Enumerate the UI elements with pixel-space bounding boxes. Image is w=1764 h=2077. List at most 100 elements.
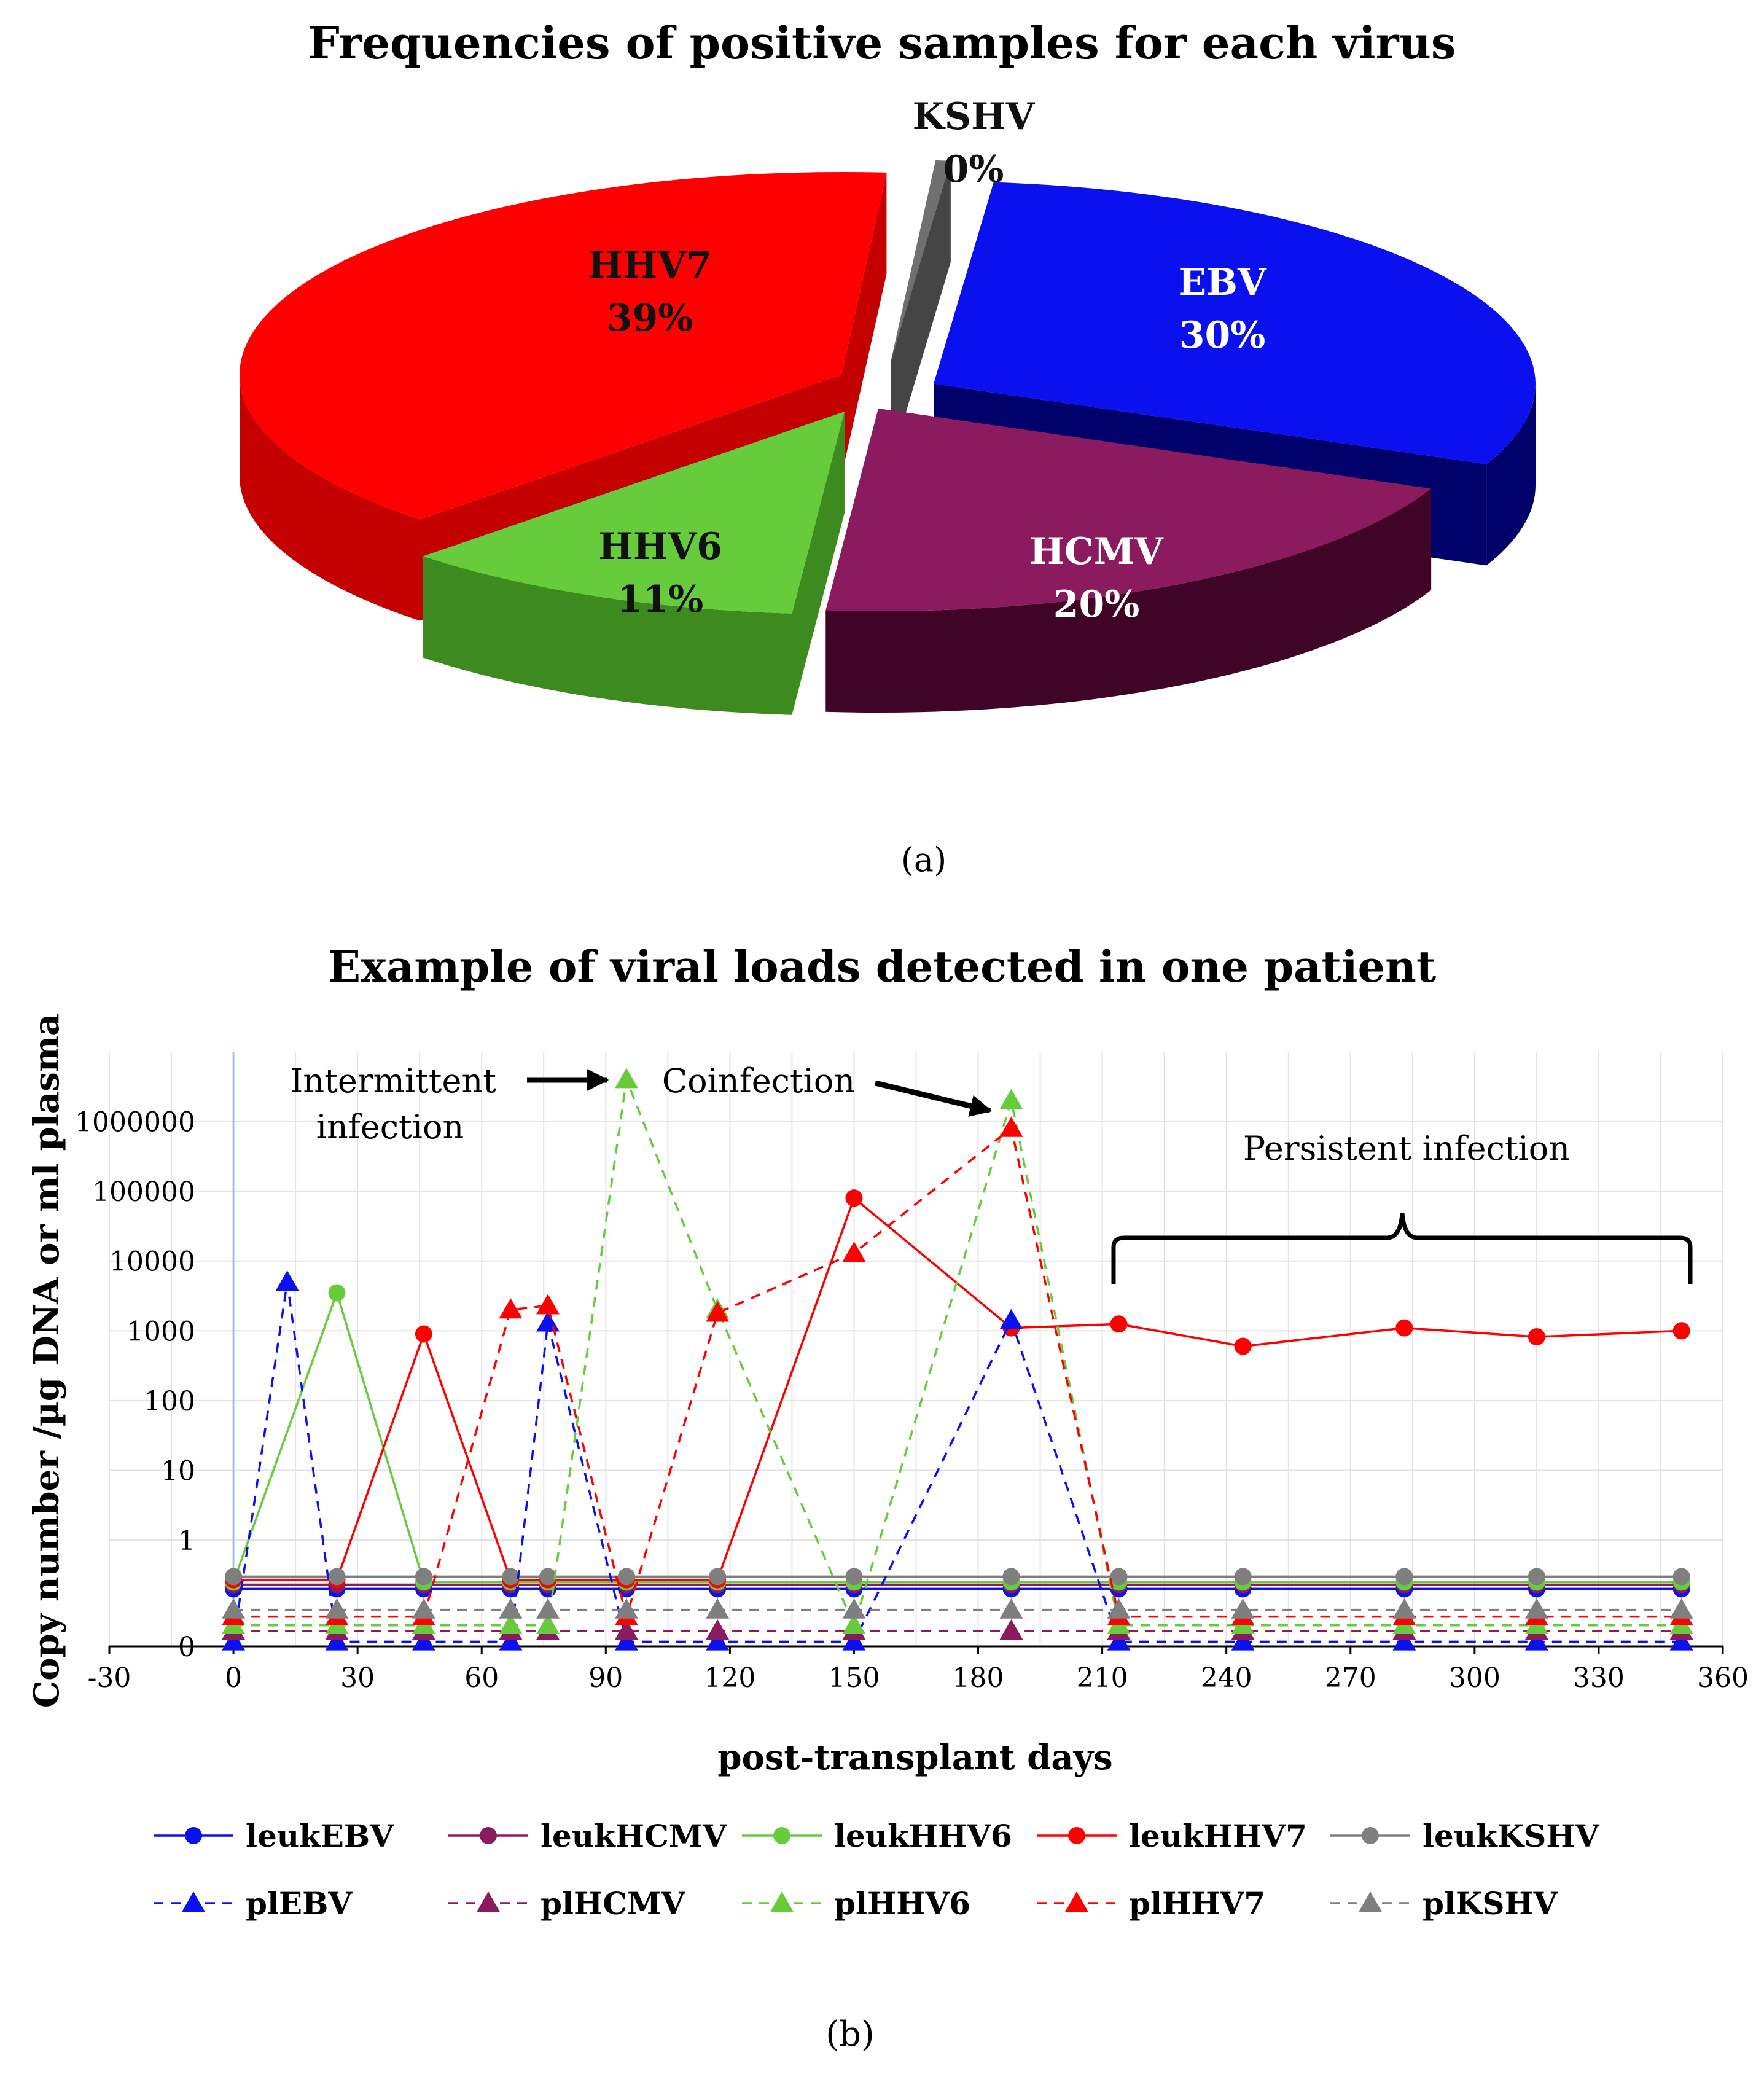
data-point-plkshv [222,1598,245,1619]
pie-label-value-ebv: 30% [1179,314,1266,357]
series-group [222,1068,1693,1651]
data-point-plkshv [1231,1598,1255,1619]
data-point-plebv [325,1630,349,1651]
data-point-plhhv7 [999,1116,1023,1137]
data-point-plebv [1107,1630,1131,1651]
x-tick-label: 120 [704,1662,755,1694]
legend-item-leukhhv7: leukHHV7 [1037,1818,1307,1854]
x-tick-label: 0 [225,1662,242,1694]
x-tick-label: -30 [88,1662,131,1694]
data-point-leukhhv6 [328,1284,346,1302]
data-point-plkshv [536,1598,560,1619]
y-tick-label: 1 [178,1525,195,1557]
y-axis-label: Copy number /µg DNA or ml plasma [26,1014,67,1708]
data-point-plhcmv [706,1619,730,1640]
data-point-plebv [222,1630,245,1651]
data-point-leukhhv7 [845,1189,863,1207]
x-tick-label: 300 [1449,1662,1501,1694]
pie-label-value-hhv6: 11% [617,578,704,621]
data-point-plhhv7 [499,1298,523,1319]
pie-title: Frequencies of positive samples for each… [308,17,1456,69]
data-point-plkshv [499,1598,523,1619]
data-point-plkshv [615,1598,638,1619]
legend-label-leukhhv6: leukHHV6 [834,1818,1012,1854]
y-tick-label: 10000 [109,1246,195,1278]
data-point-plebv [999,1308,1023,1329]
legend-item-plhhv7: plHHV7 [1037,1885,1265,1922]
legend-label-plkshv: plKSHV [1423,1885,1558,1922]
data-point-leukkshv [709,1568,727,1586]
x-tick-label: 30 [340,1662,375,1694]
data-point-plkshv [1107,1598,1131,1619]
data-point-leukkshv [617,1568,635,1586]
pie-label-name-kshv: KSHV [913,95,1036,138]
legend-item-leukkshv: leukKSHV [1330,1818,1600,1854]
data-point-leukhhv7 [1672,1322,1690,1340]
y-tick-label: 100 [144,1386,195,1417]
legend-label-plhhv6: plHHV6 [834,1885,970,1922]
data-point-leukkshv [1234,1568,1252,1586]
series-line-leukhhv6 [232,1289,1682,1584]
legend-label-plebv: plEBV [246,1885,353,1922]
data-point-plhhv6 [536,1613,560,1634]
data-point-plkshv [1392,1598,1416,1619]
data-point-plhhv7 [842,1241,866,1262]
legend: leukEBV leukHCMV leukHHV6 leukHHV7 leukKSHV p… [154,1818,1600,1922]
pie-slice-hhv6 [423,412,845,614]
data-point-leukkshv [539,1568,557,1586]
data-point-leukhhv7 [1110,1315,1128,1333]
y-tick-label: 10 [161,1455,195,1487]
series-plkshv [222,1598,1693,1619]
pie-label-name-ebv: EBV [1179,261,1267,304]
legend-label-plhhv7: plHHV7 [1129,1885,1265,1922]
data-point-plhhv6 [615,1068,638,1089]
pie-slice-edge-kshv [891,160,951,464]
legend-label-plhcmv: plHCMV [541,1885,685,1922]
data-point-leukhhv7 [1528,1328,1545,1346]
annotation-infection: infection [316,1108,464,1146]
data-point-leukkshv [502,1568,520,1586]
legend-marker-leukebv [185,1827,202,1844]
data-point-leukkshv [225,1568,243,1586]
data-point-plebv [615,1630,638,1651]
legend-label-leukhhv7: leukHHV7 [1129,1818,1307,1854]
brace-persistent [1111,1213,1693,1284]
data-point-plebv [1524,1630,1548,1651]
series-line-leukhhv7 [233,1196,1682,1581]
legend-item-leukebv: leukEBV [154,1818,394,1854]
data-point-leukkshv [845,1568,863,1586]
y-tick-label: 1000 [127,1316,195,1347]
legend-label-leukkshv: leukKSHV [1423,1818,1600,1854]
data-point-plebv [1392,1630,1416,1651]
legend-marker-plhcmv [477,1891,500,1912]
y-tick-label: 100000 [92,1176,195,1208]
x-tick-label: 60 [464,1662,499,1694]
pie-label-value-hcmv: 20% [1053,583,1140,626]
data-point-plkshv [412,1598,435,1619]
data-point-leukkshv [1110,1568,1128,1586]
annotation-arrow-coinfection [874,1080,993,1117]
panel-label-a: (a) [901,840,946,879]
y-tick-label: 1000000 [75,1107,195,1138]
data-point-plebv [1669,1630,1693,1651]
legend-marker-leukkshv [1362,1827,1379,1844]
pie-label-value-hhv7: 39% [607,297,693,340]
x-tick-label: 180 [953,1662,1004,1694]
pie-label-name-hcmv: HCMV [1029,530,1164,573]
pie-slice-ebv [934,182,1536,464]
annotation-persistent: Persistent infection [1243,1129,1570,1168]
pie-slice-rim-hcmv [825,488,1432,713]
x-tick-label: 330 [1573,1662,1625,1694]
legend-marker-plhhv7 [1065,1891,1088,1912]
pie-slice-edge-hhv7 [841,172,887,476]
pie-slice-hcmv [825,409,1432,611]
data-point-plhhv7 [706,1301,730,1322]
x-tick-label: 270 [1325,1662,1376,1694]
x-axis-label: post-transplant days [717,1737,1112,1778]
panel-label-b: (b) [825,2014,875,2054]
legend-marker-leukhhv6 [773,1827,790,1844]
data-point-plkshv [842,1598,866,1619]
